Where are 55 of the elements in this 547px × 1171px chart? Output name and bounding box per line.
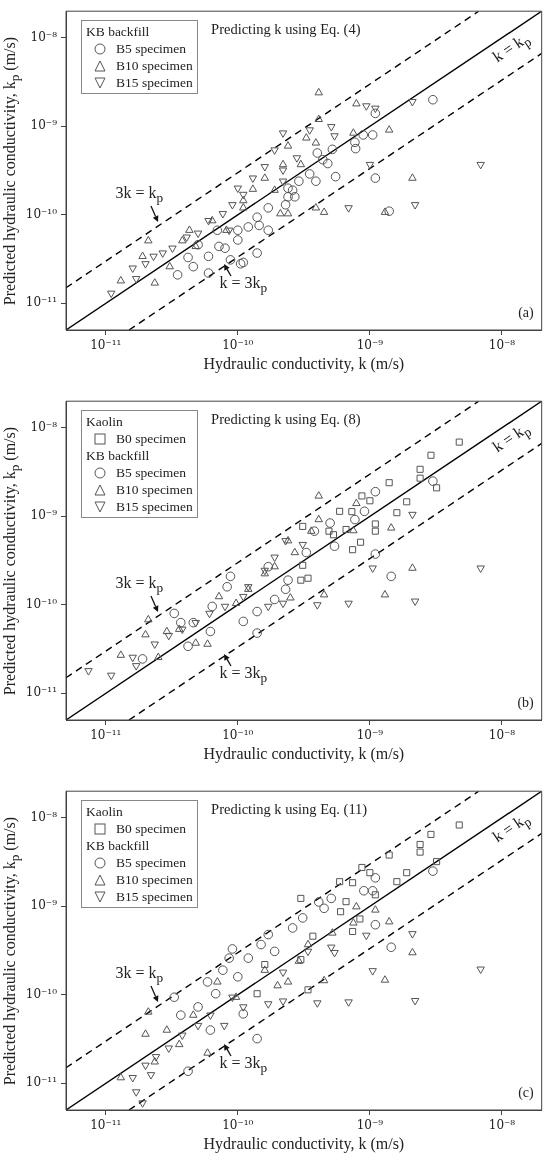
y-tick-label: 10⁻⁹ (30, 898, 58, 913)
y-tick-label: 10⁻¹¹ (25, 1075, 57, 1090)
x-tick-label: 10⁻⁸ (488, 1118, 516, 1133)
annotation: k = 3k$_{p}$ (219, 664, 268, 686)
legend-label: B5 specimen (116, 40, 187, 58)
x-tick-label: 10⁻¹⁰ (222, 728, 254, 743)
y-tick-label: 10⁻⁸ (30, 29, 58, 44)
annotation: k = 3k$_{p}$ (219, 274, 268, 296)
y-tick-label: 10⁻¹⁰ (25, 986, 58, 1001)
legend-label: B5 specimen (116, 464, 187, 482)
x-tick-label: 10⁻¹⁰ (222, 338, 254, 353)
annotation: (b) (517, 695, 534, 710)
legend-label: B15 specimen (116, 498, 193, 516)
x-axis-title: Hydraulic conductivity, k (m/s) (203, 1135, 405, 1152)
annotation: 3k = k$_{p}$ (115, 963, 164, 985)
annotation: 3k = k$_{p}$ (115, 183, 164, 205)
y-tick-label: 10⁻⁸ (30, 809, 58, 824)
legend-label: B10 specimen (116, 57, 193, 75)
x-tick-label: 10⁻¹¹ (90, 1118, 122, 1133)
x-axis-title: Hydraulic conductivity, k (m/s) (203, 745, 405, 762)
y-tick-label: 10⁻⁸ (30, 419, 58, 434)
text: Predicting k using Eq. (11) (211, 801, 368, 818)
legend-label: B10 specimen (116, 871, 193, 889)
annotation: (a) (518, 305, 534, 320)
x-tick-label: 10⁻⁸ (488, 728, 516, 743)
legend-label: B15 specimen (116, 74, 193, 92)
annotation: k = 3k$_{p}$ (219, 1054, 268, 1076)
x-axis-title: Hydraulic conductivity, k (m/s) (203, 355, 405, 372)
y-tick-label: 10⁻⁹ (30, 118, 58, 133)
annotation: Kaolin (86, 413, 124, 431)
legend-label: B0 specimen (116, 430, 187, 448)
y-tick-label: 10⁻¹¹ (25, 295, 57, 310)
text: Predicting k using Eq. (8) (211, 411, 361, 428)
x-tick-label: 10⁻¹⁰ (222, 1118, 254, 1133)
x-tick-label: 10⁻¹¹ (90, 338, 122, 353)
x-tick-label: 10⁻⁹ (356, 1118, 384, 1133)
legend-label: B5 specimen (116, 854, 187, 872)
legend-label: B0 specimen (116, 820, 187, 838)
x-tick-label: 10⁻⁸ (488, 338, 516, 353)
legend-title: KB backfill (86, 23, 151, 41)
legend-label: B15 specimen (116, 888, 193, 906)
annotation: 3k = k$_{p}$ (115, 573, 164, 595)
y-tick-label: 10⁻¹⁰ (25, 206, 58, 221)
annotation: Kaolin (86, 803, 124, 821)
legend-label: B10 specimen (116, 481, 193, 499)
legend-title: KB backfill (86, 837, 151, 855)
x-tick-label: 10⁻⁹ (356, 728, 384, 743)
y-tick-label: 10⁻¹¹ (25, 685, 57, 700)
x-tick-label: 10⁻⁹ (356, 338, 384, 353)
legend-title: KB backfill (86, 447, 151, 465)
y-tick-label: 10⁻⁹ (30, 508, 58, 523)
y-tick-label: 10⁻¹⁰ (25, 596, 58, 611)
x-tick-label: 10⁻¹¹ (90, 728, 122, 743)
text: Predicting k using Eq. (4) (211, 21, 361, 38)
annotation: (c) (518, 1085, 534, 1100)
